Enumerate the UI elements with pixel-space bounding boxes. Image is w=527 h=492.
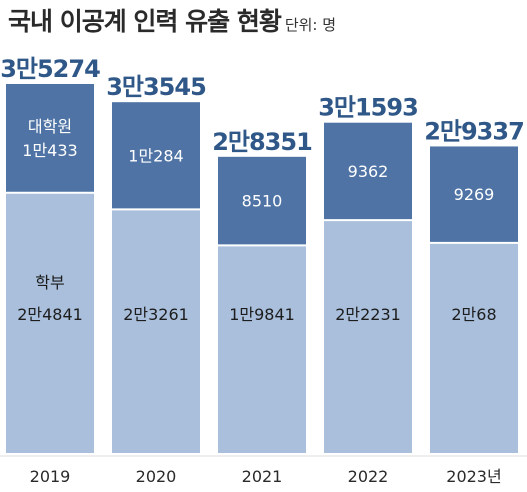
grad-value-label-3: 9362 <box>348 162 389 181</box>
bar-undergrad-4 <box>429 242 519 454</box>
x-tick-2: 2021 <box>242 467 283 486</box>
bar-grad-0 <box>5 83 95 193</box>
series-name-undergrad: 학부 <box>35 273 64 292</box>
bar-grad-2 <box>217 155 307 246</box>
bar-outline-3 <box>322 120 414 455</box>
bar-outline-4 <box>428 144 520 455</box>
bar-undergrad-0 <box>5 192 95 454</box>
grad-value-label-2: 8510 <box>242 192 283 211</box>
bar-outline-0 <box>4 82 96 455</box>
total-label-4: 2만9337 <box>424 117 524 145</box>
total-label-3: 3만1593 <box>318 94 418 122</box>
x-tick-3: 2022 <box>348 467 389 486</box>
x-tick-1: 2020 <box>136 467 177 486</box>
grad-value-label-4: 9269 <box>454 185 495 204</box>
bar-undergrad-2 <box>217 245 307 454</box>
undergrad-value-label-2: 1만9841 <box>229 305 295 324</box>
bar-outline-1 <box>110 100 202 456</box>
total-label-2: 2만8351 <box>212 128 312 156</box>
bar-outline-2 <box>216 154 308 455</box>
x-tick-4: 2023년 <box>446 467 501 486</box>
series-name-grad: 대학원 <box>28 117 72 136</box>
chart-unit: 단위: 명 <box>284 16 337 34</box>
bar-grad-4 <box>429 145 519 243</box>
x-tick-0: 2019 <box>30 467 71 486</box>
total-label-1: 3만3545 <box>106 73 206 101</box>
bar-grad-1 <box>111 101 201 210</box>
undergrad-value-label-1: 2만3261 <box>123 305 189 324</box>
bar-undergrad-3 <box>323 220 413 454</box>
bar-grad-3 <box>323 121 413 221</box>
grad-value-label-1: 1만284 <box>128 146 183 165</box>
chart-title: 국내 이공계 인력 유출 현황 단위: 명 <box>8 7 337 36</box>
bar-undergrad-1 <box>111 209 201 454</box>
grad-value-label-0: 1만433 <box>22 141 77 160</box>
undergrad-value-label-4: 2만68 <box>451 305 496 324</box>
undergrad-value-label-3: 2만2231 <box>335 305 401 324</box>
total-label-0: 3만5274 <box>0 55 100 83</box>
undergrad-value-label-0: 2만4841 <box>17 305 83 324</box>
